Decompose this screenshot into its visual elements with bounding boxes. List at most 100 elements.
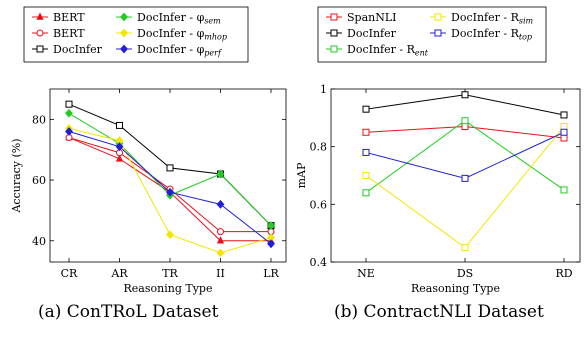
data-point <box>65 108 73 118</box>
x-axis-label: Reasoning Type <box>124 282 213 295</box>
legend-swatch-marker <box>36 45 44 53</box>
legend-item: SpanNLI <box>326 11 397 24</box>
legend-label: BERT <box>53 11 85 24</box>
y-tick-label: 1 <box>320 83 327 96</box>
series-docinfer-r-top <box>362 128 568 182</box>
legend-label: DocInfer - φperf <box>137 43 223 58</box>
x-tick-label: LR <box>263 267 279 280</box>
data-point <box>461 117 469 125</box>
y-tick-label: 60 <box>32 174 46 187</box>
legend-item: DocInfer - Rent <box>326 43 429 58</box>
series-docinfer <box>362 91 568 119</box>
legend-item: DocInfer - Rtop <box>430 27 532 42</box>
x-tick-label: NE <box>357 267 375 280</box>
legend-label: DocInfer - φsem <box>137 11 221 26</box>
legend-swatch-marker <box>36 29 44 37</box>
legend-item: DocInfer - Rsim <box>430 11 534 26</box>
data-point <box>362 172 370 179</box>
series-docinfer-r-sim <box>362 122 568 252</box>
legend-swatch-marker <box>434 29 442 37</box>
plot-area-frame <box>49 88 287 263</box>
data-point <box>560 128 568 136</box>
y-tick-label: 0.4 <box>310 256 328 269</box>
data-point <box>65 127 73 136</box>
legend-label: DocInfer - φmhop <box>137 27 227 42</box>
x-axis-label: Reasoning Type <box>411 282 500 295</box>
legend-item: DocInfer - φmhop <box>116 27 227 42</box>
x-tick-label: II <box>216 267 225 280</box>
legend-label: DocInfer - Rent <box>347 43 429 58</box>
y-tick-label: 0.8 <box>310 141 328 154</box>
legend-label: BERT <box>53 27 85 40</box>
legend-label: DocInfer - Rsim <box>451 11 534 26</box>
plot-area-frame <box>330 88 581 263</box>
data-point <box>362 105 370 113</box>
series-line <box>68 137 271 233</box>
y-axis-label: Accuracy (%) <box>10 138 23 213</box>
legend-box <box>317 6 547 63</box>
data-point <box>65 100 73 108</box>
y-tick-label: 80 <box>32 113 46 126</box>
legend-swatch-marker <box>434 13 442 21</box>
data-point <box>560 186 568 194</box>
legend-item: DocInfer <box>326 27 397 40</box>
y-axis-label: mAP <box>295 162 308 188</box>
series-spannli <box>362 122 568 142</box>
data-point <box>461 174 469 182</box>
series-line <box>365 126 565 249</box>
data-point <box>560 111 568 119</box>
legend-label: DocInfer - Rtop <box>451 27 532 42</box>
data-point <box>166 187 174 197</box>
data-point <box>362 148 370 156</box>
x-tick-label: CR <box>61 267 78 280</box>
legend-swatch-marker <box>120 28 128 38</box>
series-docinfer <box>65 100 275 230</box>
chart-control: 40 60 80 CR AR TR II LR Reasoning Type Accuracy (… <box>10 6 287 295</box>
x-tick-label: RD <box>555 267 572 280</box>
legend-label: SpanNLI <box>347 11 397 24</box>
x-tick-label: TR <box>162 267 178 280</box>
legend-item: BERT <box>32 27 85 40</box>
legend-item: DocInfer - φsem <box>116 11 221 26</box>
data-point <box>267 221 275 230</box>
data-point <box>461 244 469 252</box>
data-point <box>560 122 568 130</box>
chart-contractnli: 0.4 0.6 0.8 1 NE DS RD Reasoning Type mAP SpanNLI… <box>295 6 581 295</box>
x-tick-label: DS <box>457 267 473 280</box>
data-point <box>166 230 174 240</box>
legend-swatch-marker <box>120 44 128 54</box>
legend-swatch-marker <box>36 12 44 20</box>
legend-box <box>23 6 249 63</box>
series-docinfer-phi-perf <box>65 127 275 249</box>
legend-label: DocInfer <box>347 27 397 40</box>
x-tick-label: AR <box>110 267 128 280</box>
data-point <box>216 236 225 244</box>
data-point <box>116 121 123 129</box>
data-point <box>115 154 124 162</box>
caption-contractnli-dataset: (b) ContractNLI Dataset <box>334 302 544 322</box>
y-tick-label: 0.6 <box>310 198 328 211</box>
data-point <box>216 248 225 258</box>
data-point <box>362 189 370 197</box>
data-point <box>216 169 225 179</box>
caption-control-dataset: (a) ConTRoL Dataset <box>38 302 219 322</box>
data-point <box>217 228 224 236</box>
data-point <box>216 199 225 209</box>
legend-item: BERT <box>32 11 85 24</box>
data-point <box>362 128 370 136</box>
data-point <box>166 164 174 172</box>
legend: SpanNLI DocInfer DocInfer - Rent DocInfer -… <box>317 6 547 63</box>
y-tick-label: 40 <box>32 235 46 248</box>
data-point <box>267 239 275 249</box>
data-point <box>461 122 469 130</box>
series-line <box>365 120 565 194</box>
legend-swatch-marker <box>330 45 338 53</box>
data-point <box>115 142 124 152</box>
legend-item: DocInfer <box>32 43 103 56</box>
data-point <box>560 134 568 142</box>
legend-swatch-marker <box>330 13 338 21</box>
legend-label: DocInfer <box>53 43 103 56</box>
legend-swatch-marker <box>330 29 338 37</box>
